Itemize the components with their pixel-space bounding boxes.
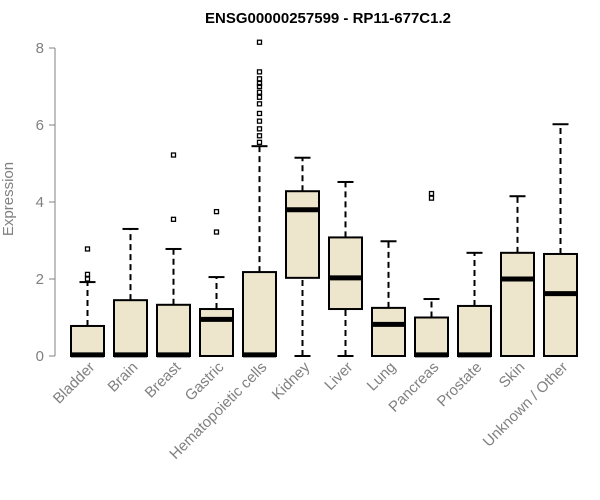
box bbox=[543, 252, 578, 358]
box bbox=[242, 271, 277, 358]
outlier-point bbox=[256, 76, 263, 82]
x-tick-label: Prostate bbox=[434, 359, 486, 411]
outlier-point bbox=[256, 139, 263, 145]
y-tick-label: 0 bbox=[36, 348, 44, 365]
y-tick-label: 2 bbox=[36, 271, 44, 288]
y-tick-label: 6 bbox=[36, 117, 44, 134]
box bbox=[500, 251, 535, 358]
box-group-2 bbox=[156, 152, 191, 358]
box bbox=[113, 299, 148, 357]
box-group-1 bbox=[113, 227, 148, 358]
outlier-point bbox=[256, 69, 263, 75]
outlier-point bbox=[84, 271, 91, 278]
x-tick-label: Kidney bbox=[269, 358, 314, 403]
box bbox=[328, 236, 363, 311]
y-tick-label: 4 bbox=[36, 194, 44, 211]
outlier-point bbox=[256, 80, 263, 87]
outlier-point bbox=[256, 94, 263, 100]
outlier-point bbox=[170, 152, 177, 158]
x-tick-label: Skin bbox=[496, 359, 529, 392]
box-group-6 bbox=[328, 180, 363, 357]
outlier-point bbox=[84, 246, 91, 252]
outlier-point bbox=[170, 216, 177, 222]
outlier-point bbox=[84, 276, 91, 282]
box-group-11 bbox=[543, 123, 578, 358]
x-tick-label: Liver bbox=[321, 359, 356, 394]
outlier-point bbox=[256, 89, 263, 95]
box-group-10 bbox=[500, 195, 535, 358]
chart-title: ENSG00000257599 - RP11-677C1.2 bbox=[205, 10, 451, 27]
x-tick-label: Lung bbox=[364, 359, 400, 395]
box-group-4 bbox=[242, 39, 277, 358]
outlier-point bbox=[428, 195, 435, 201]
outlier-point bbox=[256, 133, 263, 139]
y-tick-label: 8 bbox=[36, 40, 44, 57]
x-tick-label: Breast bbox=[142, 358, 185, 401]
outlier-point bbox=[428, 190, 435, 197]
box-group-0 bbox=[70, 246, 105, 358]
outlier-point bbox=[256, 118, 263, 124]
box bbox=[414, 316, 449, 357]
box-group-9 bbox=[457, 251, 492, 358]
outlier-point bbox=[256, 83, 263, 90]
box-group-5 bbox=[285, 156, 320, 357]
y-axis-label: Expression bbox=[0, 162, 17, 236]
outlier-point bbox=[256, 39, 263, 45]
plot-area bbox=[70, 39, 578, 358]
box bbox=[156, 303, 191, 358]
box bbox=[70, 324, 105, 358]
box-group-3 bbox=[199, 208, 234, 357]
x-tick-label: Brain bbox=[105, 359, 142, 396]
box bbox=[285, 190, 320, 279]
box bbox=[199, 308, 234, 357]
box-group-7 bbox=[371, 240, 406, 357]
box bbox=[457, 304, 492, 358]
outlier-point bbox=[256, 126, 263, 132]
outlier-point bbox=[256, 101, 263, 107]
outlier-point bbox=[256, 110, 263, 117]
outlier-point bbox=[213, 229, 220, 235]
box bbox=[371, 306, 406, 357]
y-axis: 0 2 4 6 8 bbox=[36, 40, 56, 365]
outlier-point bbox=[213, 208, 220, 215]
x-tick-label: Bladder bbox=[50, 359, 99, 408]
box-group-8 bbox=[414, 190, 449, 358]
